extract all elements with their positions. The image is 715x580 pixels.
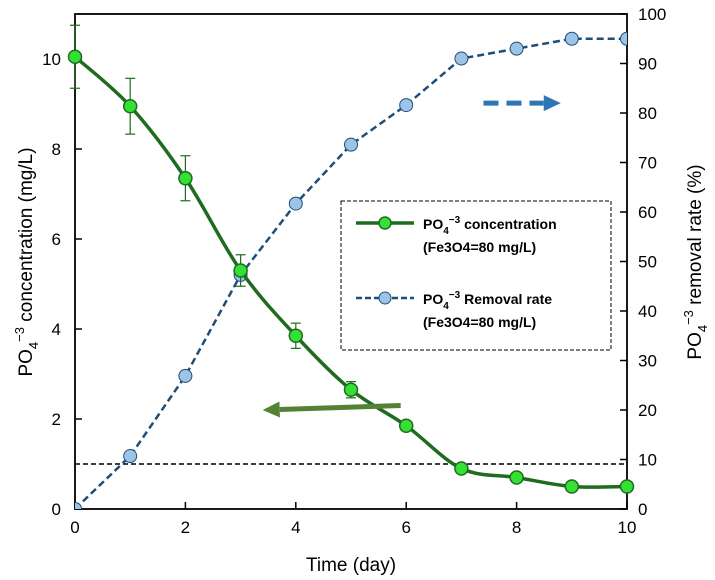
x-tick-label-3: 6 <box>401 518 410 537</box>
y-right-tick-label-2: 20 <box>638 401 657 420</box>
legend-marker-concentration <box>378 216 392 230</box>
legend: PO4−3 concentration (Fe3O4=80 mg/L) PO4−… <box>340 200 612 351</box>
concentration-point-3 <box>233 263 248 278</box>
y-left-tick-label-0: 0 <box>52 500 61 519</box>
legend-marker-removal <box>378 291 392 305</box>
removal-rate-point-0 <box>75 502 82 509</box>
y-right-ticks: 0 10 20 30 40 50 60 70 80 90 100 <box>620 5 666 519</box>
concentration-point-4 <box>288 328 304 343</box>
concentration-point-5 <box>343 382 359 397</box>
removal-rate-point-10 <box>620 31 627 46</box>
concentration-point-6 <box>398 418 414 433</box>
removal-rate-point-1 <box>123 449 138 464</box>
arrow-left-shaft <box>279 403 401 412</box>
legend-label-removal-dose: (Fe3O4=80 mg/L) <box>423 314 536 330</box>
annotation-arrows <box>262 95 561 418</box>
y-right-tick-label-5: 50 <box>638 253 657 272</box>
x-tick-label-2: 4 <box>291 518 300 537</box>
concentration-point-10 <box>619 479 635 494</box>
y-right-tick-label-9: 90 <box>638 55 657 74</box>
y-right-tick-label-4: 40 <box>638 302 657 321</box>
x-tick-label-4: 8 <box>512 518 521 537</box>
removal-rate-point-5 <box>344 137 358 152</box>
x-tick-label-0: 0 <box>70 518 79 537</box>
y-right-tick-label-3: 30 <box>638 352 657 371</box>
concentration-point-2 <box>178 171 193 186</box>
concentration-point-8 <box>509 470 524 485</box>
y-right-tick-label-6: 60 <box>638 203 657 222</box>
y-left-tick-label-5: 10 <box>42 50 61 69</box>
removal-rate-point-9 <box>564 31 579 46</box>
arrow-right-head <box>543 95 561 112</box>
y-left-tick-label-4: 8 <box>52 140 61 159</box>
y-right-tick-label-8: 80 <box>638 104 657 123</box>
removal-rate-point-4 <box>288 196 303 211</box>
concentration-point-0 <box>67 49 83 64</box>
concentration-point-9 <box>564 479 580 494</box>
arrow-left-head <box>262 401 280 418</box>
y-left-axis-title: PO4−3 concentration (mg/L) <box>12 147 41 376</box>
legend-label-concentration: PO4−3 concentration <box>423 215 557 237</box>
x-tick-label-1: 2 <box>181 518 190 537</box>
removal-rate-point-6 <box>399 98 414 113</box>
y-right-tick-label-0: 0 <box>638 500 647 519</box>
x-axis-title: Time (day) <box>306 555 396 576</box>
removal-rate-point-2 <box>178 368 193 383</box>
y-right-tick-label-1: 10 <box>638 451 657 470</box>
y-right-tick-label-10: 100 <box>638 5 666 24</box>
y-left-tick-label-3: 6 <box>52 230 61 249</box>
legend-label-concentration-dose: (Fe3O4=80 mg/L) <box>423 239 536 255</box>
y-left-tick-label-2: 4 <box>52 320 61 339</box>
concentration-point-1 <box>122 99 138 114</box>
concentration-point-7 <box>454 461 469 476</box>
y-right-axis-title: PO4−3 removal rate (%) <box>681 164 710 359</box>
removal-rate-line <box>75 37 627 509</box>
removal-rate-point-7 <box>454 51 469 66</box>
removal-rate-point-8 <box>509 41 524 56</box>
series-concentration <box>67 24 635 494</box>
legend-label-removal: PO4−3 Removal rate <box>423 290 552 312</box>
y-right-tick-label-7: 70 <box>638 154 657 173</box>
x-tick-label-5: 10 <box>618 518 637 537</box>
y-left-tick-label-1: 2 <box>52 410 61 429</box>
